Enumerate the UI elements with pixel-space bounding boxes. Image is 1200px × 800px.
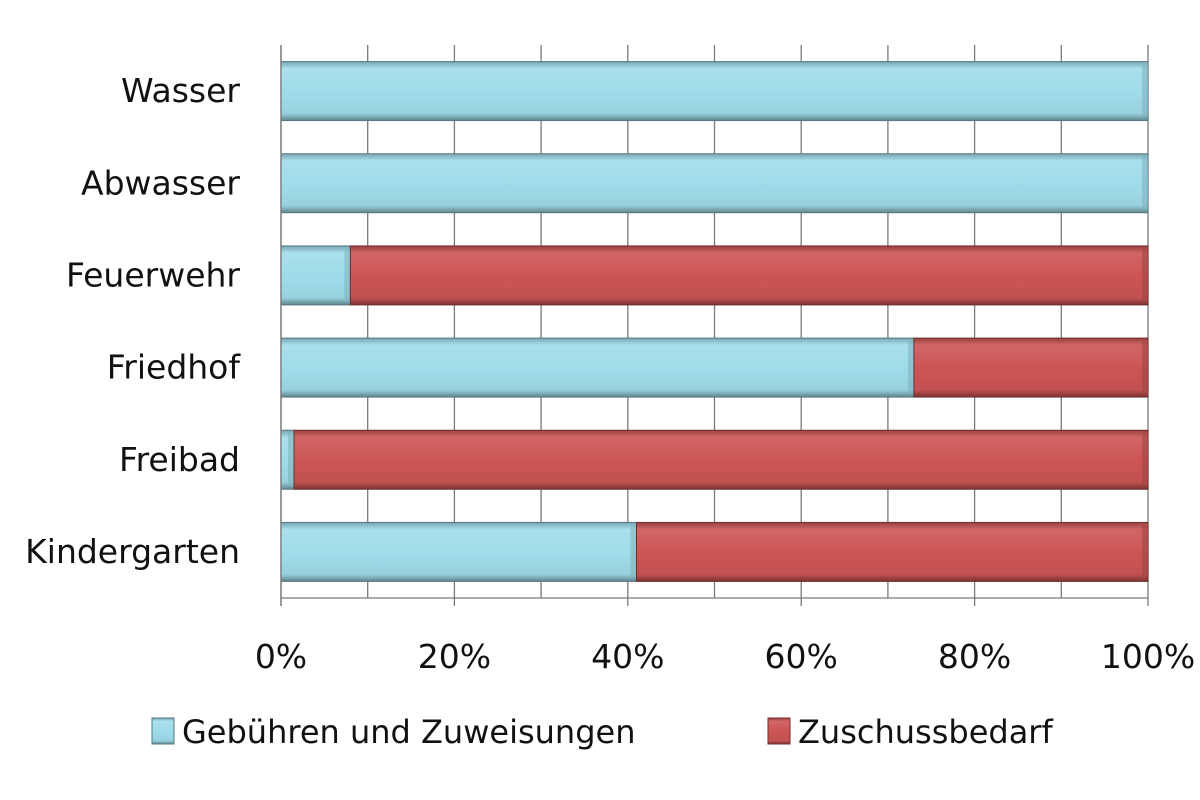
bar-segment-feuerwehr-zuschuss	[349, 245, 1149, 306]
bar-segment-friedhof-gebuehren	[280, 337, 915, 398]
bar-segment-bevel	[1142, 156, 1148, 210]
bar-segment-abwasser-gebuehren	[280, 153, 1149, 214]
bar-segment-friedhof-zuschuss	[913, 337, 1149, 398]
bar-segment-bevel	[288, 433, 295, 487]
axis-layer	[280, 45, 1149, 606]
bar-segment-bevel	[1142, 525, 1148, 579]
x-tick-label: 0%	[255, 637, 307, 676]
category-label: Kindergarten	[25, 532, 240, 571]
legend-item-zuschuss: Zuschussbedarf	[767, 713, 1053, 751]
category-label: Freibad	[119, 440, 240, 479]
x-tick-label: 80%	[938, 637, 1011, 676]
bar-segment-body	[280, 521, 637, 582]
bar-segment-bevel	[344, 248, 351, 302]
bar-segment-body	[280, 245, 351, 306]
legend-swatch	[151, 717, 175, 745]
bar-segment-bevel	[1142, 248, 1148, 302]
x-tick-label: 100%	[1101, 637, 1195, 676]
bar-segment-kindergarten-zuschuss	[635, 521, 1149, 582]
bar-segment-bevel	[630, 525, 637, 579]
legend-label: Zuschussbedarf	[798, 713, 1053, 751]
category-label: Abwasser	[81, 163, 240, 202]
bar-segment-body	[280, 153, 1149, 214]
legend-label: Gebühren und Zuweisungen	[182, 713, 635, 751]
bar-segment-body	[293, 429, 1149, 490]
bar-segment-feuerwehr-gebuehren	[280, 245, 351, 306]
bar-layer	[280, 61, 1149, 582]
bar-segment-bevel	[1142, 64, 1148, 118]
grid-layer	[280, 45, 1149, 598]
bar-segment-body	[280, 61, 1149, 122]
legend-item-gebuehren: Gebühren und Zuweisungen	[151, 713, 635, 751]
bar-segment-bevel	[1142, 341, 1148, 395]
category-label: Wasser	[121, 71, 240, 110]
x-tick-label: 60%	[765, 637, 838, 676]
bar-segment-bevel	[1142, 433, 1148, 487]
legend: Gebühren und Zuweisungen Zuschussbedarf	[151, 713, 1053, 751]
bar-segment-body	[280, 337, 915, 398]
x-tick-label: 20%	[418, 637, 491, 676]
bar-segment-freibad-gebuehren	[280, 429, 295, 490]
bar-segment-body	[349, 245, 1149, 306]
bar-segment-kindergarten-gebuehren	[280, 521, 637, 582]
x-tick-label: 40%	[591, 637, 664, 676]
legend-swatch	[767, 717, 791, 745]
bar-segment-body	[913, 337, 1149, 398]
bar-segment-body	[635, 521, 1149, 582]
category-label: Feuerwehr	[66, 255, 240, 294]
label-layer: 0% 20% 40% 60% 80% 100% Wasser Abwasser Feuerweh…	[25, 71, 1195, 676]
bar-segment-bevel	[907, 341, 914, 395]
bar-segment-freibad-zuschuss	[293, 429, 1149, 490]
category-label: Friedhof	[107, 348, 242, 387]
bar-segment-wasser-gebuehren	[280, 61, 1149, 122]
